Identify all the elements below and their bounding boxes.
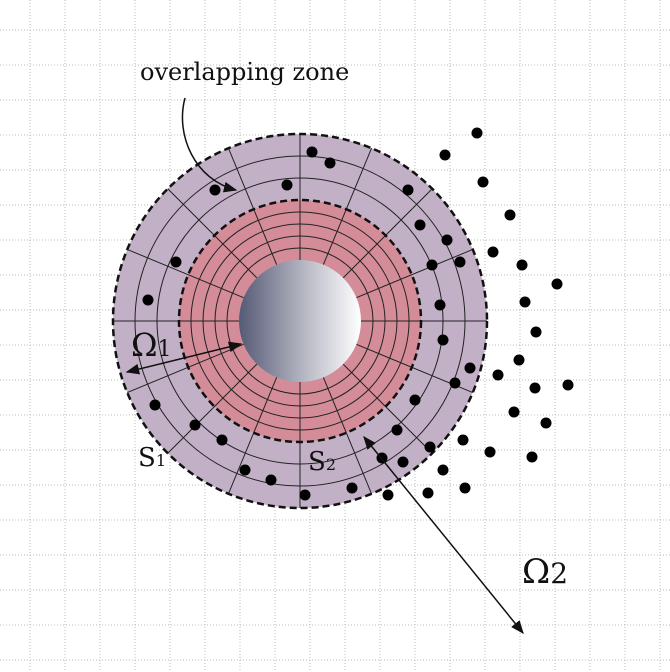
spoke xyxy=(167,363,258,454)
particle xyxy=(508,406,520,418)
particle xyxy=(540,417,552,429)
annotation-arrow xyxy=(181,97,238,193)
ring xyxy=(156,177,444,465)
particle xyxy=(526,451,538,463)
particle xyxy=(519,296,531,308)
particle xyxy=(487,246,499,258)
particle xyxy=(516,259,528,271)
particle xyxy=(426,259,438,271)
particle xyxy=(299,489,311,501)
ring xyxy=(190,211,410,431)
particle xyxy=(142,294,154,306)
spoke xyxy=(342,188,433,279)
particle xyxy=(449,377,461,389)
annotation: overlapping zone xyxy=(140,58,349,86)
ring xyxy=(202,223,398,419)
particle xyxy=(346,482,358,494)
particle xyxy=(529,382,541,394)
particle xyxy=(189,419,201,431)
particle xyxy=(324,157,336,169)
particle xyxy=(422,487,434,499)
label: S1 xyxy=(138,443,166,473)
particle xyxy=(216,434,228,446)
spoke xyxy=(322,148,373,265)
particle xyxy=(551,278,563,290)
particle xyxy=(492,369,504,381)
spoke xyxy=(227,148,278,265)
particle xyxy=(170,256,182,268)
particle xyxy=(504,209,516,221)
particle xyxy=(402,184,414,196)
obstacle xyxy=(239,260,361,382)
particle xyxy=(437,464,449,476)
particle xyxy=(437,334,449,346)
particle xyxy=(265,474,277,486)
omega1-arrow xyxy=(125,341,243,375)
spoke xyxy=(127,248,244,299)
particle xyxy=(209,184,221,196)
particle xyxy=(439,149,451,161)
boundary xyxy=(177,198,423,444)
particle xyxy=(484,446,496,458)
particle xyxy=(424,441,436,453)
ring xyxy=(134,155,466,487)
particle xyxy=(441,234,453,246)
label: Ω2 xyxy=(522,552,568,592)
particle xyxy=(409,394,421,406)
particle xyxy=(281,179,293,191)
boundary xyxy=(111,132,489,510)
particle xyxy=(306,146,318,158)
particle xyxy=(454,256,466,268)
particle xyxy=(459,482,471,494)
particle xyxy=(414,219,426,231)
label: S2 xyxy=(308,447,336,477)
particle xyxy=(382,489,394,501)
particle xyxy=(562,379,574,391)
particle xyxy=(471,127,483,139)
spoke xyxy=(167,188,258,279)
ring xyxy=(214,235,386,407)
particle xyxy=(239,464,251,476)
particle xyxy=(391,424,403,436)
particle xyxy=(464,362,476,374)
particle xyxy=(397,456,409,468)
omega2-arrow xyxy=(363,435,524,635)
particle xyxy=(477,176,489,188)
particle xyxy=(530,326,542,338)
particle xyxy=(513,354,525,366)
particle xyxy=(149,399,161,411)
annulus xyxy=(111,132,489,510)
label: Ω1 xyxy=(131,326,172,364)
spoke xyxy=(227,377,278,494)
particle xyxy=(457,434,469,446)
particle xyxy=(434,299,446,311)
ring xyxy=(226,247,374,395)
spoke xyxy=(356,248,473,299)
